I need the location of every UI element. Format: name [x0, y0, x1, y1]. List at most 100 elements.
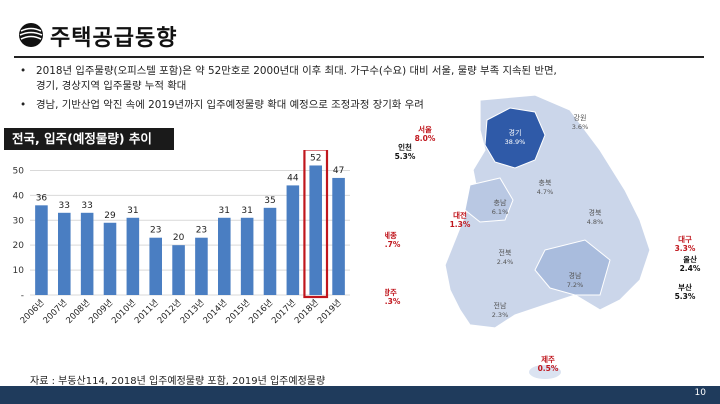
footer-bar — [0, 386, 720, 404]
data-label: 20 — [173, 233, 185, 243]
bullet-text: 2018년 입주물량(오피스텔 포함)은 약 52만호로 2000년대 이후 최… — [36, 65, 557, 77]
callout-share: 3.3% — [675, 244, 696, 253]
callout-share: 5.3% — [675, 292, 696, 301]
callout-name: 대구 — [678, 234, 692, 244]
data-label: 33 — [59, 201, 70, 211]
bar-chart: - 10 20 30 40 50 36 2006년 33 2007년 33 2008년 29 2009년 3… — [13, 150, 350, 326]
map-region-chungnam — [464, 177, 514, 223]
region-name: 경기 — [509, 128, 522, 137]
x-tick-label: 2007년 — [41, 297, 70, 326]
title-divider — [14, 56, 704, 58]
y-tick-label: 40 — [13, 191, 25, 201]
x-tick-label: 2015년 — [224, 297, 253, 326]
data-label: 44 — [287, 173, 299, 183]
y-tick-label: 20 — [13, 241, 25, 251]
x-tick-label: 2018년 — [292, 297, 321, 326]
bar — [286, 185, 300, 295]
bar — [35, 205, 48, 295]
bar — [80, 212, 94, 295]
bar — [218, 217, 231, 295]
x-tick-label: 2016년 — [247, 297, 276, 326]
region-share: 4.8% — [587, 218, 604, 226]
callout-share: 1.3% — [385, 297, 401, 306]
map-jeju — [529, 365, 561, 379]
y-tick-label: - — [21, 291, 24, 301]
region-name: 경북 — [589, 208, 602, 217]
callout-name: 세종 — [385, 230, 397, 240]
region-share: 38.9% — [505, 138, 526, 146]
x-tick-label: 2014년 — [201, 297, 230, 326]
callout-name: 울산 — [683, 254, 697, 264]
source-note: 자료 : 부동산114, 2018년 입주예정물량 포함, 2019년 입주예정… — [30, 376, 326, 387]
region-name: 충남 — [494, 198, 507, 207]
bullet-item: • 2018년 입주물량(오피스텔 포함)은 약 52만호로 2000년대 이후 … — [16, 64, 706, 94]
x-tick-label: 2010년 — [109, 297, 138, 326]
bar — [126, 217, 140, 295]
x-tick-label: 2019년 — [315, 297, 344, 326]
bar — [263, 207, 277, 295]
callout-share: 2.7% — [385, 240, 401, 249]
data-label: 47 — [333, 166, 344, 176]
callout-name: 서울 — [418, 124, 432, 134]
bullet-text: 경남, 기반산업 악진 속에 2019년까지 입주예정물량 확대 예정으로 조정… — [36, 99, 424, 111]
callout-name: 부산 — [678, 282, 692, 292]
y-tick-label: 10 — [13, 266, 25, 276]
bar — [103, 222, 117, 295]
bar — [58, 212, 71, 295]
region-share: 4.7% — [537, 188, 554, 196]
x-tick-label: 2006년 — [18, 297, 47, 326]
page-number: 10 — [694, 388, 706, 398]
region-share: 6.1% — [492, 208, 509, 216]
callout-share: 1.3% — [450, 220, 471, 229]
x-tick-label: 2011년 — [132, 297, 161, 326]
x-tick-label: 2017년 — [269, 297, 298, 326]
callout-name: 인천 — [398, 142, 412, 152]
bar — [240, 217, 254, 295]
bar — [149, 237, 162, 295]
y-tick-label: 50 — [13, 166, 25, 176]
region-share: 2.4% — [497, 258, 514, 266]
data-label: 52 — [310, 153, 321, 163]
region-share: 7.2% — [567, 281, 584, 289]
data-label: 31 — [127, 206, 138, 216]
data-label: 23 — [196, 226, 207, 236]
callout-name: 광주 — [385, 287, 397, 297]
data-label: 29 — [104, 211, 116, 221]
data-label: 33 — [81, 201, 92, 211]
x-tick-label: 2013년 — [178, 297, 207, 326]
highlight-box — [303, 150, 329, 299]
chart-header: 전국, 입주(예정물량) 추이 — [4, 128, 174, 150]
x-tick-label: 2009년 — [87, 297, 116, 326]
data-label: 31 — [241, 206, 252, 216]
data-label: 23 — [150, 226, 161, 236]
x-tick-label: 2008년 — [64, 297, 93, 326]
data-label: 35 — [264, 196, 275, 206]
bullet-marker: • — [20, 99, 27, 111]
region-name: 전남 — [494, 301, 507, 310]
page-title: 주택공급동향 — [50, 26, 178, 51]
bullet-list: • 2018년 입주물량(오피스텔 포함)은 약 52만호로 2000년대 이후 … — [16, 64, 706, 113]
callout-share: 8.0% — [415, 134, 436, 143]
callout-share: 0.5% — [538, 364, 559, 373]
bar — [309, 165, 322, 295]
data-label: 36 — [36, 193, 48, 203]
region-name: 강원 — [574, 113, 587, 122]
map-region-gyeongnam — [534, 239, 611, 296]
globe-logo-icon — [19, 23, 43, 47]
data-label: 31 — [219, 206, 230, 216]
bullet-marker: • — [20, 65, 27, 77]
region-name: 전북 — [499, 248, 512, 257]
bullet-item: • 경남, 기반산업 악진 속에 2019년까지 입주예정물량 확대 예정으로 조… — [16, 98, 706, 113]
y-tick-label: 30 — [13, 216, 25, 226]
x-tick-label: 2012년 — [155, 297, 184, 326]
bar — [195, 237, 208, 295]
bar — [332, 177, 345, 295]
callout-share: 2.4% — [680, 264, 701, 273]
bar — [172, 245, 185, 295]
region-name: 충북 — [539, 178, 552, 187]
region-share: 2.3% — [492, 311, 509, 319]
callout-share: 5.3% — [395, 152, 416, 161]
map-region-gyeonggi — [484, 107, 546, 169]
bullet-text: 경기, 경상지역 입주물량 누적 확대 — [36, 80, 187, 92]
